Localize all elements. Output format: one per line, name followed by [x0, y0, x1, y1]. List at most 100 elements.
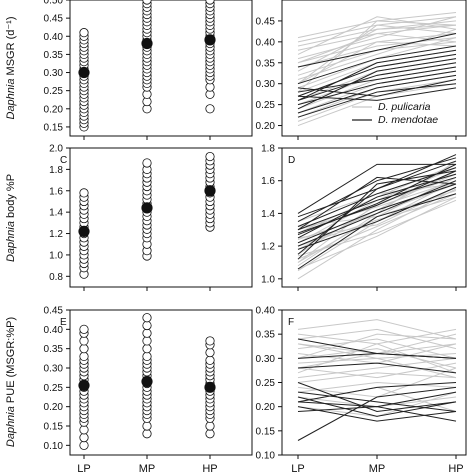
panel-d-ytick-label: 1.6: [261, 176, 275, 187]
panel-b-mendotae-line: [297, 83, 457, 118]
panel-b-ytick-label: 0.30: [256, 79, 276, 90]
panel-d-pulicaria-line: [297, 188, 457, 280]
panel-a-ytick-label: 0.45: [44, 14, 64, 25]
panel-e-ytick-label: 0.25: [44, 383, 64, 394]
panel-b-ytick-label: 0.20: [256, 121, 276, 132]
panel-b-mendotae-line: [297, 53, 457, 97]
panel-b-pulicaria-line: [297, 37, 457, 68]
panel-d-ytick-label: 1.8: [261, 144, 275, 155]
panel-f-ytick-label: 0.35: [256, 330, 276, 341]
panel-e-ytick-label: 0.20: [44, 402, 64, 413]
panel-e-point: [79, 324, 89, 334]
panel-b-ytick-label: 0.45: [256, 16, 276, 27]
panel-e-ytick-label: 0.35: [44, 344, 64, 355]
panel-e-point: [142, 313, 152, 323]
panel-a-ylabel: Daphnia MSGR (d⁻¹): [5, 16, 17, 119]
panel-d-ytick-label: 1.4: [261, 209, 275, 220]
panel-d-mendotae-line: [297, 163, 457, 236]
panel-a-ytick-label: 0.25: [44, 86, 64, 97]
panel-e-point: [142, 351, 152, 361]
panel-e-ytick-label: 0.45: [44, 306, 64, 317]
panel-e-point: [142, 320, 152, 331]
panel-d-pulicaria-line: [297, 196, 457, 247]
panel-c-point: [142, 158, 152, 168]
panel-e-frame: [69, 309, 253, 456]
panel-b-pulicaria-line: [297, 28, 457, 80]
panel-b-mendotae-line: [297, 45, 457, 85]
panel-e-point: [142, 421, 152, 431]
panel-f-mendotae-line: [297, 352, 457, 359]
panel-f-ytick-label: 0.10: [256, 451, 276, 462]
panel-c-frame: [69, 147, 253, 288]
panel-e-point: [205, 355, 215, 365]
panel-f-pulicaria-line: [297, 333, 457, 359]
panel-e-mean: [141, 375, 153, 388]
panel-e-point: [79, 432, 89, 443]
panel-e-xtick-label: MP: [139, 463, 156, 474]
panel-a-ytick-label: 0.50: [44, 0, 64, 7]
panel-e-ytick-label: 0.30: [44, 364, 64, 375]
panel-e-point: [205, 336, 215, 346]
panel-b-mendotae-line: [297, 32, 457, 68]
panel-f-mendotae-line: [297, 382, 457, 403]
panel-b-ytick-label: 0.35: [256, 58, 276, 69]
panel-c-ytick-label: 1.0: [49, 250, 63, 261]
panel-e-point: [205, 421, 215, 431]
panel-a-ytick-label: 0.20: [44, 104, 64, 115]
panel-d-mendotae-line: [297, 157, 457, 223]
panel-f-xtick-label: HP: [448, 463, 463, 474]
panel-e-point: [79, 440, 89, 450]
panel-b-pulicaria-line: [297, 16, 457, 60]
panel-a-ytick-label: 0.40: [44, 32, 64, 43]
panel-d-frame: [281, 147, 467, 288]
panel-f-mendotae-line: [297, 382, 457, 413]
panel-c-ytick-label: 1.6: [49, 186, 63, 197]
panel-a-ytick-label: 0.35: [44, 50, 64, 61]
panel-f-pulicaria-line: [297, 357, 457, 379]
panel-d-mendotae-line: [297, 163, 456, 214]
panel-d-letter: D: [288, 155, 295, 166]
panel-f-pulicaria-line: [297, 343, 457, 379]
panel-d-ytick-label: 1.2: [261, 242, 275, 253]
panel-d-mendotae-line: [297, 170, 457, 260]
panel-e-mean: [204, 381, 216, 393]
panel-b-pulicaria-line: [297, 20, 457, 93]
panel-c-ytick-label: 1.4: [49, 208, 63, 219]
panel-c-mean: [141, 202, 153, 214]
panel-c-ytick-label: 1.8: [49, 165, 63, 176]
panel-a-point: [205, 104, 215, 114]
panel-e-point: [79, 344, 89, 354]
panel-f-ytick-label: 0.25: [256, 378, 276, 389]
panel-f-ytick-label: 0.30: [256, 354, 276, 365]
panel-f-mendotae-line: [297, 406, 457, 422]
panel-b-mendotae-line: [297, 49, 457, 101]
panel-a-point: [142, 0, 152, 5]
panel-c-ytick-label: 1.2: [49, 229, 63, 240]
panel-e-point: [79, 425, 89, 435]
panel-e-xtick-label: LP: [77, 463, 90, 474]
panel-f-mendotae-line: [297, 362, 457, 374]
panel-b-pulicaria-line: [297, 16, 457, 55]
panel-f-pulicaria-line: [297, 319, 457, 340]
panel-e-mean: [78, 379, 90, 391]
panel-d-pulicaria-line: [297, 180, 457, 231]
panel-b-mendotae-line: [297, 62, 457, 101]
panel-f-ytick-label: 0.20: [256, 402, 276, 413]
panel-a-mean: [141, 37, 153, 50]
legend-mendotae-label: D. mendotae: [378, 114, 438, 126]
panel-c-point: [79, 188, 89, 198]
panel-c-mean: [204, 185, 216, 197]
panel-c-point: [205, 151, 215, 162]
panel-a-ytick-label: 0.30: [44, 68, 64, 79]
panel-b-frame: [281, 0, 467, 137]
panel-e-point: [79, 351, 89, 361]
panel-e-letter: E: [60, 317, 67, 328]
panel-e-point: [205, 429, 215, 439]
panel-e-point: [142, 344, 152, 354]
panel-f-pulicaria-line: [297, 362, 457, 379]
panel-b-mendotae-line: [297, 87, 457, 101]
panel-a-mean: [78, 66, 90, 79]
panel-e-xtick-label: HP: [202, 463, 217, 474]
panel-b-ytick-label: 0.25: [256, 100, 276, 111]
